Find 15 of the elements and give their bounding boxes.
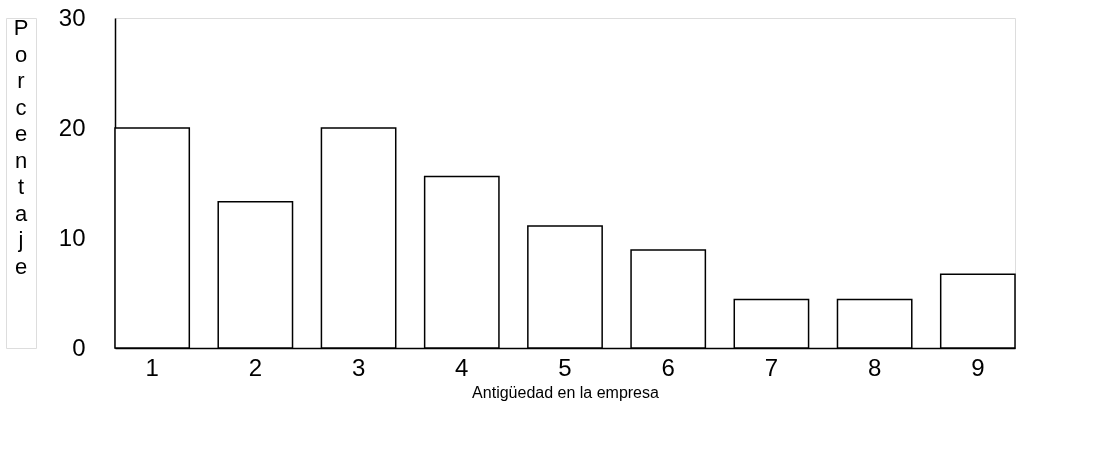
x-tick-label: 1 — [145, 353, 159, 381]
x-tick-label: 2 — [248, 353, 263, 381]
y-tick-label: 30 — [58, 3, 86, 31]
x-tick-label: 6 — [661, 353, 675, 381]
x-tick-label: 9 — [971, 353, 985, 381]
y-tick-label: 0 — [72, 333, 86, 361]
text: Porcentaje — [13, 15, 29, 279]
x-tick-label: 8 — [867, 353, 882, 381]
y-tick-label: 10 — [58, 223, 86, 251]
y-tick-label: 20 — [58, 113, 86, 141]
x-tick-label: 4 — [455, 353, 469, 381]
x-tick-label: 3 — [351, 353, 366, 381]
x-tick-label: 7 — [764, 353, 779, 381]
x-tick-label: 5 — [558, 353, 572, 381]
x-axis-title: Antigüedad en la empresa — [472, 383, 659, 401]
